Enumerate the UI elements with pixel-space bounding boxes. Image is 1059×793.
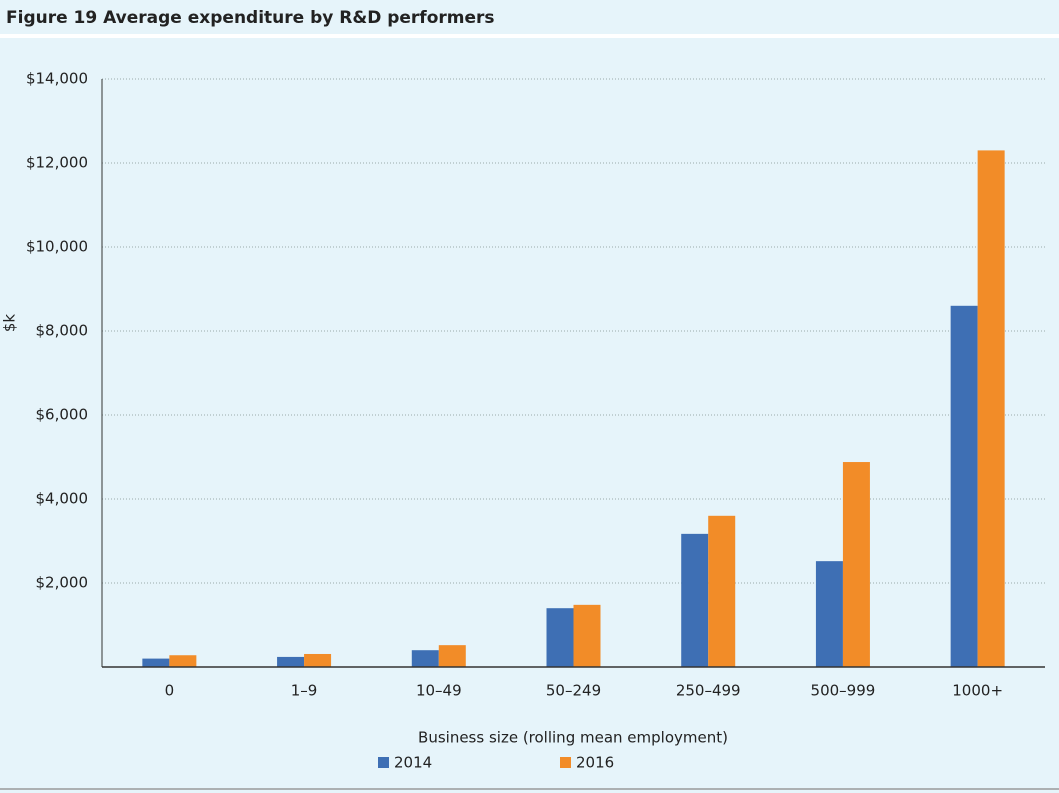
bar	[708, 515, 736, 667]
x-tick-label: 1000+	[952, 682, 1003, 700]
y-tick-label: $2,000	[36, 574, 89, 592]
x-tick-label: 1–9	[291, 682, 318, 700]
x-tick-label: 10–49	[416, 682, 462, 700]
y-tick-label: $12,000	[26, 154, 88, 172]
y-tick-label: $10,000	[26, 238, 88, 256]
bar	[977, 150, 1005, 667]
bar	[277, 656, 305, 667]
legend-swatch	[378, 757, 389, 768]
figure-label: Figure 19 Average expenditure by R&D per…	[6, 8, 495, 28]
bar	[546, 608, 574, 667]
y-tick-label: $8,000	[36, 322, 89, 340]
bar	[573, 604, 601, 667]
bar	[815, 561, 843, 667]
figure-label: Figure 19	[6, 8, 97, 28]
x-axis-label: Business size (rolling mean employment)	[418, 729, 728, 747]
y-axis-label: $k	[1, 314, 19, 333]
x-tick-label: 0	[165, 682, 175, 700]
bar	[304, 653, 332, 667]
x-tick-label: 50–249	[546, 682, 601, 700]
legend-label: 2016	[576, 754, 614, 772]
y-tick-label: $4,000	[36, 490, 89, 508]
bar	[950, 305, 978, 667]
x-tick-label: 250–499	[676, 682, 741, 700]
y-tick-label: $14,000	[26, 70, 88, 88]
bar	[411, 650, 439, 667]
legend-swatch	[560, 757, 571, 768]
bar	[169, 655, 197, 667]
title-rule	[0, 34, 1059, 38]
chart-title: Average expenditure by R&D performers	[103, 8, 494, 28]
y-tick-label: $6,000	[36, 406, 89, 424]
bar	[842, 462, 870, 667]
bar	[142, 658, 170, 667]
legend-label: 2014	[394, 754, 432, 772]
bar	[438, 645, 466, 667]
x-tick-label: 500–999	[811, 682, 876, 700]
bar	[681, 533, 709, 667]
